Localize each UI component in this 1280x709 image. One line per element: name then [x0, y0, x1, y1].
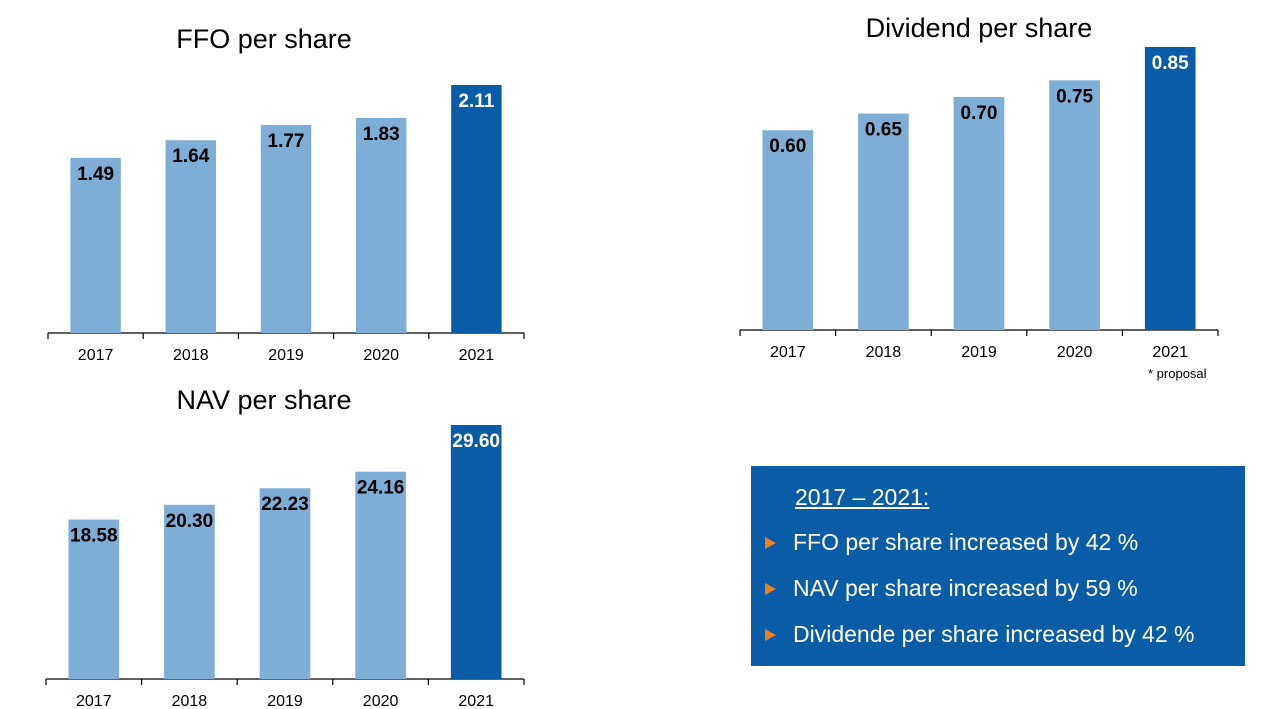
nav-tick-label-2019: 2019: [267, 693, 303, 709]
ffo-bar-2018: [165, 140, 217, 333]
summary-heading: 2017 – 2021:: [795, 484, 930, 510]
summary-item-dividend: Dividende per share increased by 42 %: [765, 621, 1194, 648]
ffo-tick-label-2020: 2020: [363, 347, 399, 364]
summary-item-text: NAV per share increased by 59 %: [793, 575, 1138, 601]
ffo-data-label-2017: 1.49: [77, 164, 114, 185]
nav-data-label-2021: 29.60: [452, 431, 500, 452]
triangle-right-icon: [765, 582, 776, 595]
ffo-bar-2017: [70, 157, 121, 333]
ffo-data-label-2019: 1.77: [268, 131, 305, 152]
nav-data-label-2019: 22.23: [261, 494, 309, 515]
ffo-bar-2020: [355, 117, 407, 334]
dividend-tick-label-2019: 2019: [961, 344, 997, 361]
dividend-tick-label-2017: 2017: [770, 344, 806, 361]
dividend-bar-2017: [762, 130, 814, 330]
nav-bar-2019: [259, 488, 311, 679]
ffo-tick-label-2019: 2019: [268, 347, 304, 364]
dividend-data-label-2017: 0.60: [769, 136, 806, 157]
ffo-tick-label-2017: 2017: [78, 347, 114, 364]
dividend-data-label-2020: 0.75: [1056, 86, 1093, 107]
dividend-data-label-2021: 0.85: [1152, 53, 1189, 74]
triangle-right-icon: [765, 628, 776, 641]
summary-item-text: Dividende per share increased by 42 %: [793, 621, 1195, 647]
dividend-bar-2019: [953, 96, 1005, 330]
dividend-bar-2021: [1144, 47, 1196, 330]
ffo-bar-2021: [451, 85, 502, 333]
nav-data-label-2020: 24.16: [357, 478, 405, 499]
proposal-note: * proposal: [1148, 366, 1207, 381]
nav-bar-2020: [355, 471, 406, 679]
dividend-data-label-2019: 0.70: [961, 103, 998, 124]
nav-chart-title: NAV per share: [176, 385, 352, 415]
dividend-tick-label-2020: 2020: [1057, 344, 1093, 361]
dividend-bar-2020: [1049, 80, 1100, 330]
summary-item-nav: NAV per share increased by 59 %: [765, 575, 1138, 602]
ffo-data-label-2021: 2.11: [458, 91, 494, 112]
ffo-data-label-2018: 1.64: [172, 146, 209, 167]
summary-item-text: FFO per share increased by 42 %: [793, 529, 1139, 555]
nav-bar-2018: [164, 504, 215, 679]
nav-tick-label-2021: 2021: [458, 693, 494, 709]
triangle-right-icon: [765, 536, 776, 549]
nav-data-label-2017: 18.58: [70, 526, 118, 547]
dividend-data-label-2018: 0.65: [865, 120, 902, 141]
ffo-bar-2019: [260, 124, 312, 333]
dividend-chart-title: Dividend per share: [865, 13, 1093, 43]
summary-item-ffo: FFO per share increased by 42 %: [765, 529, 1138, 556]
dividend-tick-label-2021: 2021: [1152, 344, 1188, 361]
nav-tick-label-2018: 2018: [172, 693, 208, 709]
summary-box: 2017 – 2021: FFO per share increased by …: [751, 466, 1245, 666]
dividend-bar-2018: [858, 113, 909, 331]
dividend-tick-label-2018: 2018: [866, 344, 902, 361]
ffo-tick-label-2021: 2021: [459, 347, 495, 364]
nav-tick-label-2017: 2017: [76, 693, 112, 709]
ffo-tick-label-2018: 2018: [173, 347, 209, 364]
nav-data-label-2018: 20.30: [166, 511, 214, 532]
nav-tick-label-2020: 2020: [363, 693, 399, 709]
ffo-data-label-2020: 1.83: [363, 124, 400, 145]
nav-bar-2021: [450, 425, 502, 679]
ffo-chart-title: FFO per share: [176, 24, 352, 54]
nav-bar-2017: [68, 519, 120, 679]
